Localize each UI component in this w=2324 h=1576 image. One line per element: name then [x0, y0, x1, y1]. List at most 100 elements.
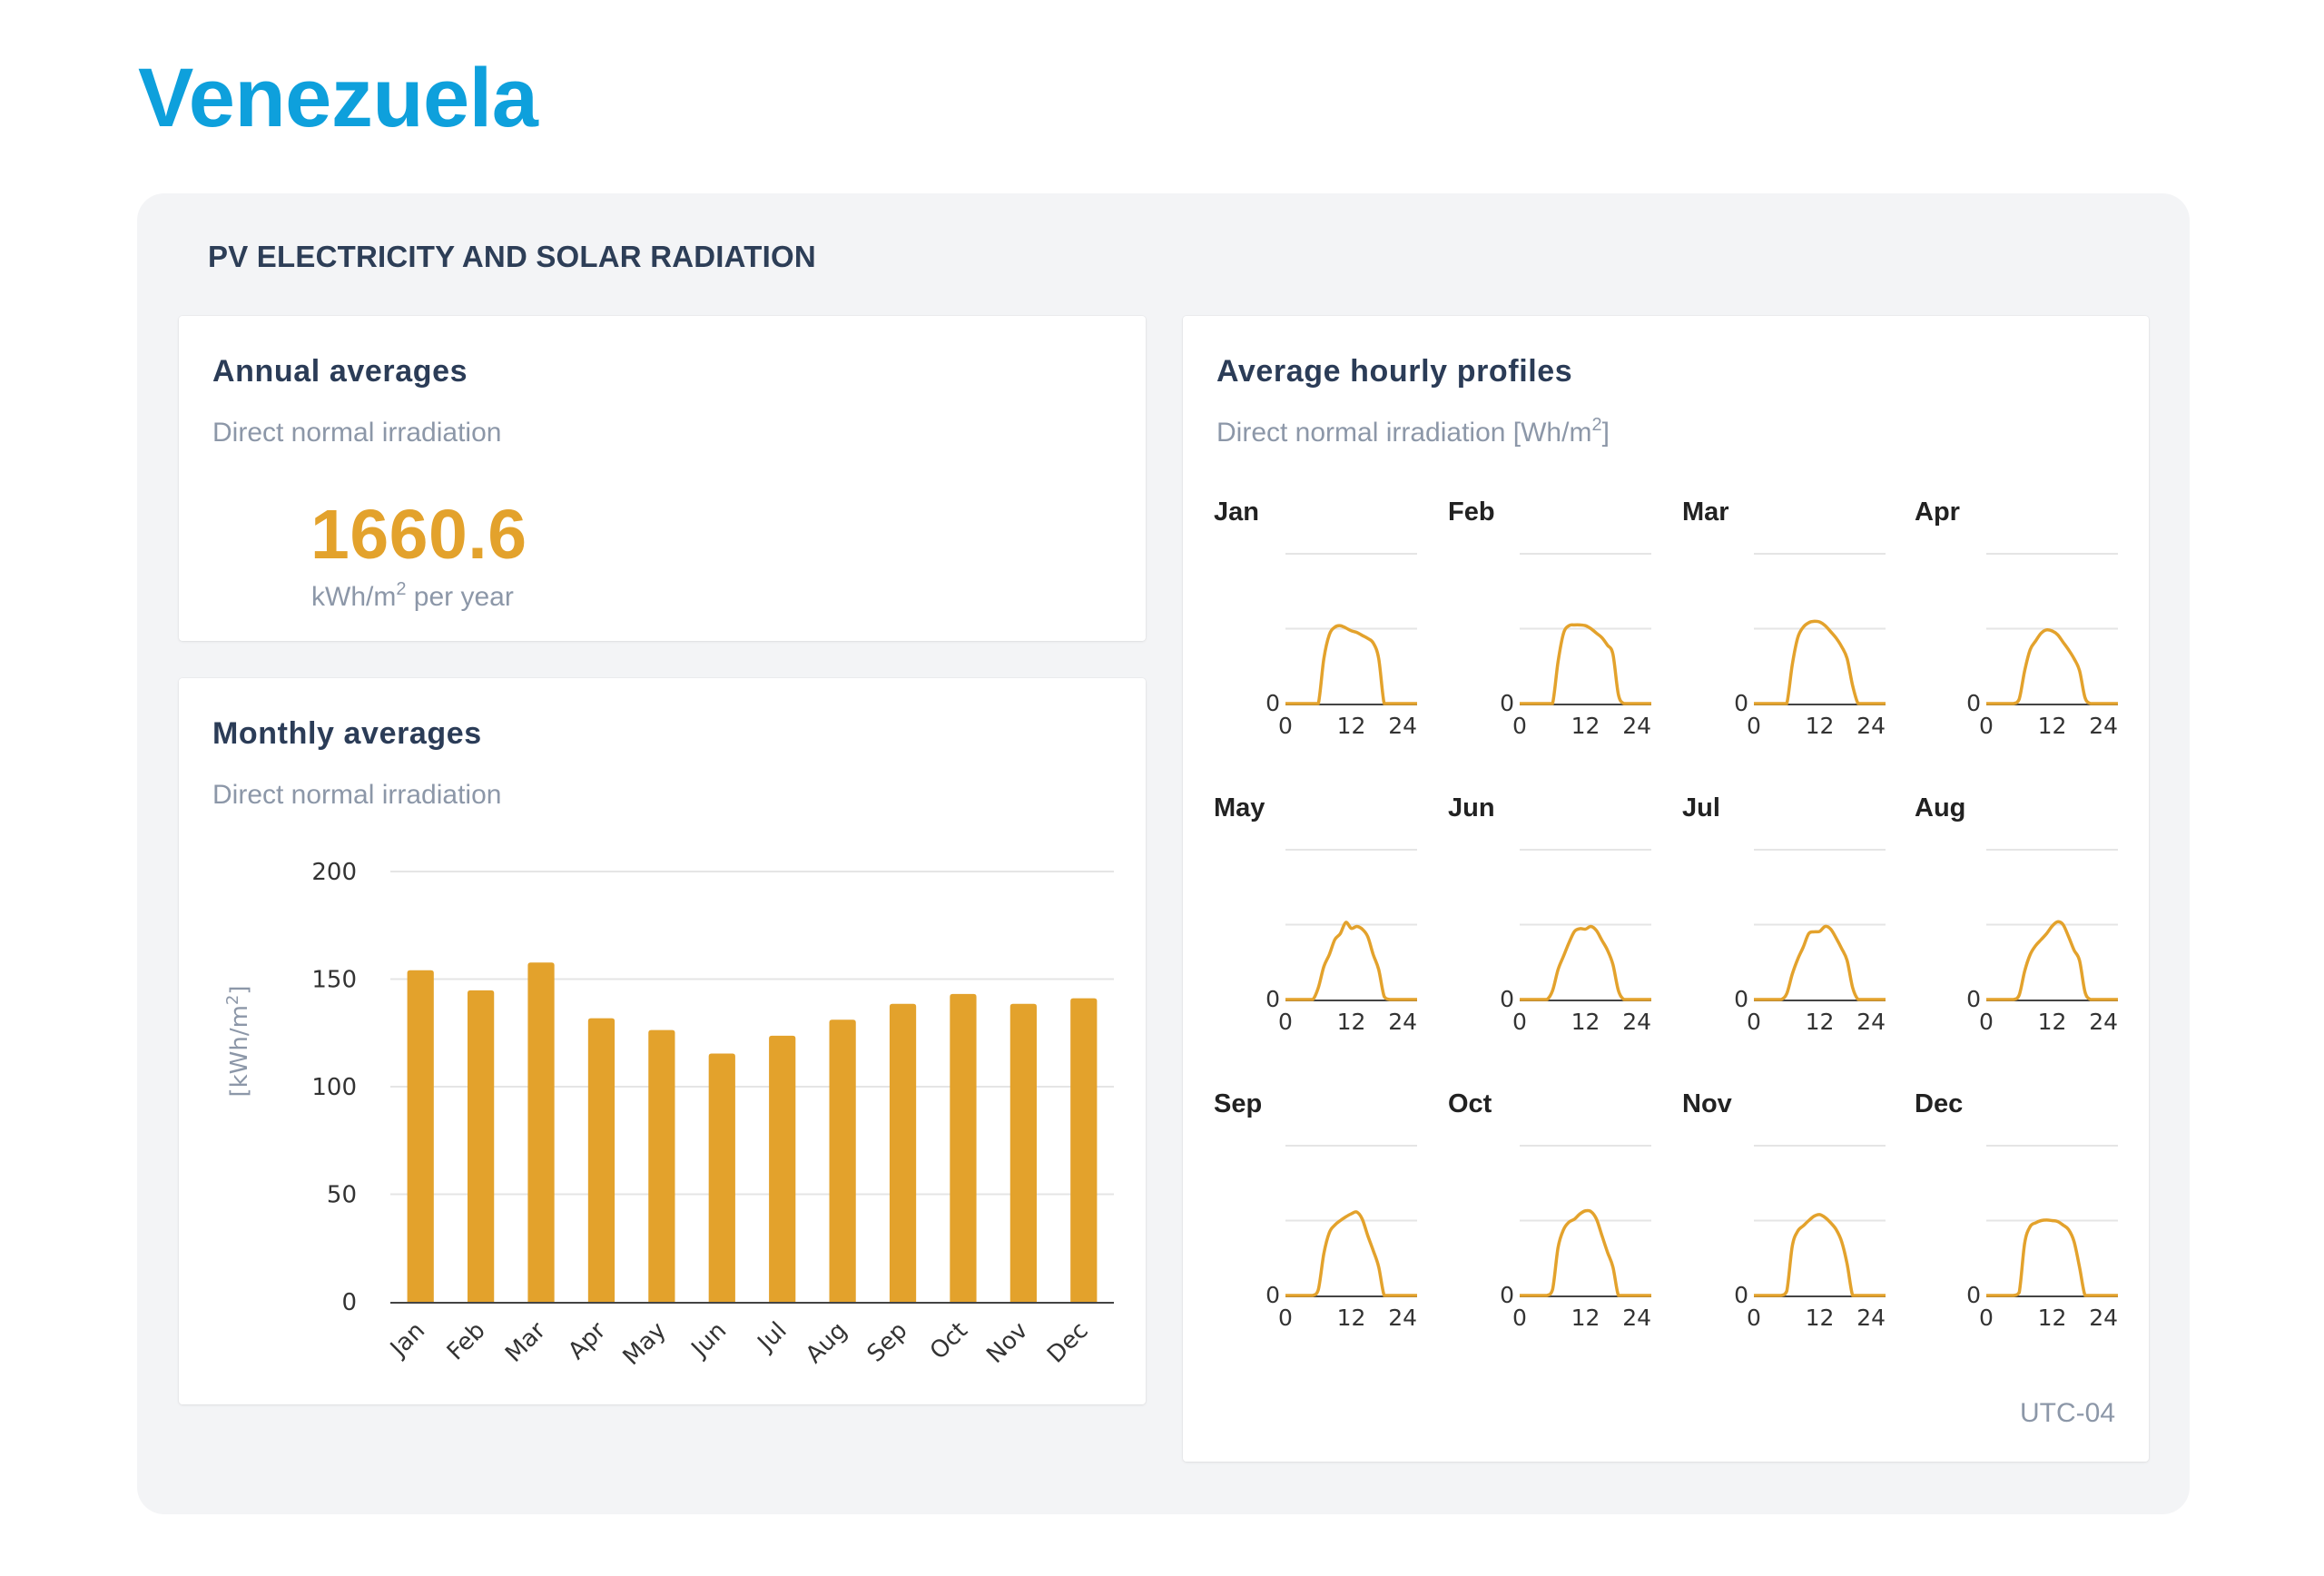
- hourly-subtitle: Direct normal irradiation [Wh/m2]: [1216, 416, 1610, 448]
- y-tick-label: 0: [1966, 986, 1981, 1012]
- x-tick-label: Aug: [801, 1317, 852, 1369]
- hourly-line-nov: [1754, 1213, 1886, 1297]
- x-tick-label: 24: [2089, 713, 2118, 739]
- annual-averages-card: Annual averages Direct normal irradiatio…: [179, 316, 1146, 641]
- y-tick-label: 0: [1966, 690, 1981, 716]
- x-tick-label: 24: [1856, 1305, 1886, 1331]
- hourly-chart-oct: Oct 00 12 24: [1448, 1089, 1651, 1331]
- x-tick-label: Feb: [442, 1317, 491, 1366]
- monthly-heading: Monthly averages: [212, 716, 482, 751]
- y-tick-label: 0: [1500, 986, 1514, 1012]
- x-tick-label: Oct: [925, 1317, 973, 1365]
- hourly-subtitle-suffix: ]: [1601, 418, 1610, 448]
- x-tick-label: May: [618, 1317, 672, 1371]
- hourly-chart-title: Dec: [1915, 1089, 1963, 1118]
- x-tick-label: 0: [1512, 1305, 1527, 1331]
- y-axis-label-sup: 2: [223, 995, 242, 1005]
- x-tick-label: 24: [1856, 713, 1886, 739]
- hourly-chart-jun: Jun 00 12 24: [1448, 793, 1651, 1035]
- x-tick-label: 0: [1512, 713, 1527, 739]
- x-tick-label: 0: [1747, 1305, 1761, 1331]
- bar-dec: [1070, 998, 1098, 1302]
- x-tick-label: 0: [1278, 1305, 1293, 1331]
- x-tick-label: 24: [2089, 1305, 2118, 1331]
- hourly-chart-title: Aug: [1915, 793, 1965, 822]
- x-tick-label: 24: [1856, 1009, 1886, 1035]
- hourly-chart-title: Nov: [1682, 1089, 1732, 1118]
- y-tick-label: 0: [1500, 690, 1514, 716]
- x-tick-label: 12: [2038, 1305, 2067, 1331]
- hourly-line-oct: [1520, 1208, 1651, 1297]
- x-tick-label: 0: [1747, 1009, 1761, 1035]
- hourly-chart-title: Jun: [1448, 793, 1495, 822]
- bar-aug: [829, 1019, 856, 1302]
- y-tick-label: 0: [1265, 986, 1280, 1012]
- x-tick-label: 12: [1337, 1305, 1366, 1331]
- x-tick-label: 0: [1979, 1009, 1994, 1035]
- annual-unit-suffix: per year: [406, 582, 514, 612]
- bar-nov: [1009, 1003, 1037, 1302]
- y-axis-label-prefix: [kWh/m: [226, 1005, 253, 1097]
- x-tick-label: 12: [1806, 1009, 1835, 1035]
- monthly-bar-chart: 0 50 100 150 200 Jan Feb Mar Apr May Jun Jul Aug Sep…: [223, 859, 1114, 1371]
- x-tick-label: 0: [1979, 713, 1994, 739]
- y-tick-label: 150: [311, 967, 357, 994]
- page-title: Venezuela: [138, 52, 538, 144]
- x-tick-label: 0: [1747, 713, 1761, 739]
- timezone-label: UTC-04: [2019, 1398, 2115, 1428]
- bar-apr: [587, 1018, 615, 1302]
- hourly-heading: Average hourly profiles: [1216, 354, 1573, 389]
- annual-unit: kWh/m2 per year: [311, 580, 514, 612]
- annual-value: 1660.6: [310, 496, 527, 574]
- hourly-line-may: [1285, 921, 1417, 1001]
- bar-jun: [708, 1053, 735, 1302]
- x-tick-label: Jun: [685, 1317, 732, 1364]
- hourly-chart-nov: Nov 00 12 24: [1682, 1089, 1886, 1331]
- hourly-subtitle-prefix: Direct normal irradiation [Wh/m: [1216, 418, 1592, 448]
- bar-mar: [527, 962, 555, 1302]
- y-tick-label: 0: [1734, 986, 1748, 1012]
- bar-may: [648, 1029, 675, 1302]
- x-tick-label: 24: [1388, 1305, 1417, 1331]
- hourly-chart-dec: Dec 00 12 24: [1915, 1089, 2118, 1331]
- x-tick-label: Jan: [384, 1317, 430, 1364]
- x-tick-label: 24: [1622, 1305, 1651, 1331]
- y-tick-label: 0: [1500, 1282, 1514, 1308]
- hourly-chart-title: Jan: [1214, 497, 1259, 527]
- x-tick-label: 24: [1622, 1009, 1651, 1035]
- x-tick-label: Jul: [752, 1317, 793, 1358]
- x-tick-label: 24: [1388, 713, 1417, 739]
- hourly-chart-sep: Sep 00 12 24: [1214, 1089, 1417, 1331]
- hourly-chart-jul: Jul 00 12 24: [1682, 793, 1886, 1035]
- x-tick-label: 12: [1806, 1305, 1835, 1331]
- hourly-line-jun: [1520, 924, 1651, 1001]
- hourly-chart-feb: Feb 00 12 24: [1448, 497, 1651, 739]
- x-tick-label: 12: [1337, 713, 1366, 739]
- x-tick-label: Dec: [1042, 1317, 1094, 1369]
- x-tick-label: 0: [1512, 1009, 1527, 1035]
- annual-unit-sup: 2: [396, 579, 407, 599]
- hourly-chart-title: May: [1214, 793, 1265, 822]
- hourly-chart-title: Feb: [1448, 497, 1495, 527]
- x-tick-label: 24: [2089, 1009, 2118, 1035]
- hourly-line-aug: [1986, 920, 2118, 1001]
- y-tick-label: 0: [1734, 1282, 1748, 1308]
- bar-feb: [468, 990, 495, 1302]
- hourly-chart-title: Apr: [1915, 497, 1960, 527]
- hourly-profiles-card: Average hourly profiles Direct normal ir…: [1183, 316, 2149, 1462]
- bar-sep: [889, 1003, 917, 1302]
- y-tick-label: 100: [311, 1074, 357, 1101]
- x-tick-label: 12: [1337, 1009, 1366, 1035]
- x-tick-label: Apr: [563, 1317, 611, 1365]
- hourly-chart-title: Sep: [1214, 1089, 1262, 1118]
- x-tick-label: 0: [1278, 1009, 1293, 1035]
- hourly-chart-may: May 00 12 24: [1214, 793, 1417, 1035]
- bar-oct: [950, 993, 977, 1302]
- x-tick-label: 0: [1278, 713, 1293, 739]
- x-tick-label: Mar: [500, 1317, 551, 1368]
- y-tick-label: 50: [327, 1182, 357, 1209]
- annual-subtitle: Direct normal irradiation: [212, 418, 502, 448]
- x-tick-label: 12: [2038, 713, 2067, 739]
- x-tick-label: Sep: [862, 1317, 913, 1368]
- hourly-subtitle-sup: 2: [1591, 415, 1602, 435]
